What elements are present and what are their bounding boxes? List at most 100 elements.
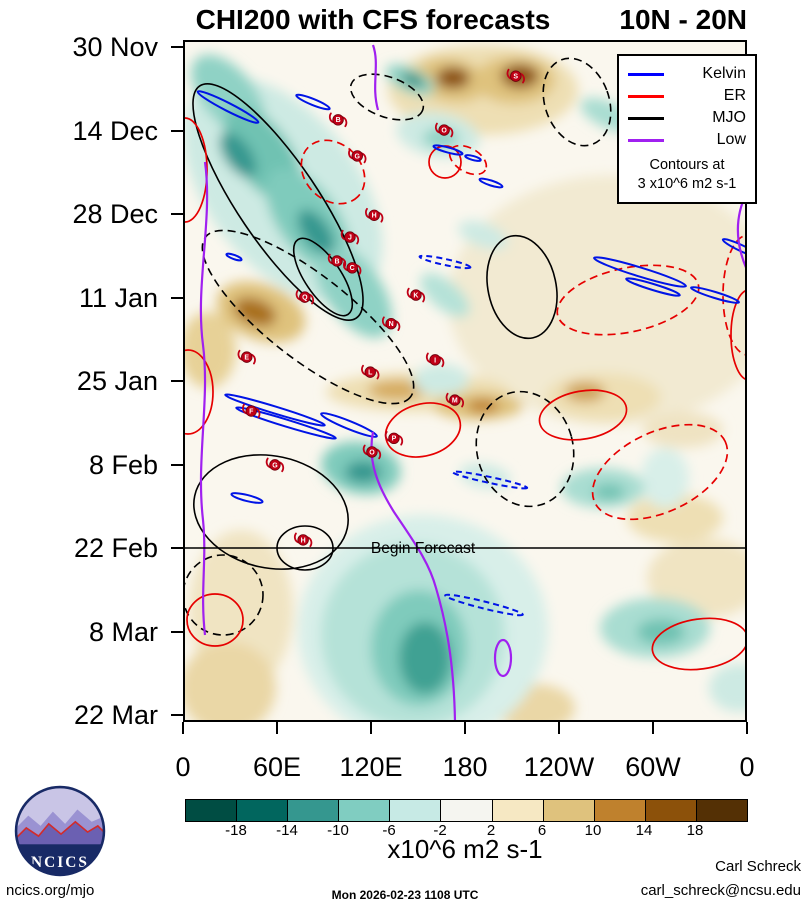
legend-entries: Kelvin ER MJO Low xyxy=(628,63,746,151)
colorbar-level-label: -18 xyxy=(225,822,247,839)
begin-forecast-label: Begin Forecast xyxy=(371,540,476,557)
svg-text:N: N xyxy=(389,321,394,328)
x-tick-label: 180 xyxy=(442,752,488,782)
svg-text:M: M xyxy=(452,397,458,404)
y-tick-mark xyxy=(171,129,183,132)
colorbar-title: x10^6 m2 s-1 xyxy=(387,834,543,864)
storm-marker: H xyxy=(365,207,384,223)
legend-entry: MJO xyxy=(628,107,746,129)
y-tick-label: 28 Dec xyxy=(72,199,158,229)
colorbar-segment xyxy=(593,800,645,821)
y-tick-mark xyxy=(171,547,183,549)
colorbar-level-label: 14 xyxy=(635,822,653,839)
storm-marker: J xyxy=(340,229,360,245)
storm-marker: G xyxy=(348,148,367,164)
y-tick-mark xyxy=(171,296,183,299)
storm-marker: Q xyxy=(295,289,315,305)
y-tick-label: 22 Feb xyxy=(73,533,158,563)
colorbar-level-label: 2 xyxy=(486,822,496,839)
colorbar xyxy=(185,799,748,822)
y-tick-label: 8 Mar xyxy=(88,616,158,647)
x-tick-mark xyxy=(370,722,372,734)
svg-text:E: E xyxy=(244,355,249,362)
legend-note-line: 3 x10^6 m2 s-1 xyxy=(637,176,737,192)
plot-border xyxy=(183,40,747,722)
svg-text:O: O xyxy=(369,449,375,456)
legend-label: Low xyxy=(716,131,746,148)
svg-text:S: S xyxy=(513,74,518,81)
colorbar-segment xyxy=(491,800,543,821)
legend-note: Contours at 3 x10^6 m2 s-1 xyxy=(628,156,746,194)
svg-text:P: P xyxy=(392,436,397,443)
colorbar-segment xyxy=(644,800,696,821)
y-tick-label: 11 Jan xyxy=(78,282,158,313)
storm-marker: B xyxy=(328,112,348,128)
svg-text:B: B xyxy=(336,117,341,124)
logo-ridge-line xyxy=(16,820,104,841)
colorbar-level-label: -10 xyxy=(327,822,349,839)
svg-text:I: I xyxy=(434,357,436,364)
y-tick-mark xyxy=(171,630,183,633)
legend-note-line: Contours at xyxy=(649,157,725,173)
storm-markers-layer: B S O G H J B C Q K N E I L M F P O G H xyxy=(237,68,525,548)
ncics-logo: NCICS xyxy=(14,785,106,882)
storm-marker: P xyxy=(384,430,404,446)
credit-email: carl_schreck@ncsu.edu xyxy=(640,882,801,899)
colorbar-level-label: 18 xyxy=(686,822,704,839)
x-tick-label: 60E xyxy=(252,752,302,782)
y-tick-label: 22 Mar xyxy=(73,700,158,730)
colorbar-segment xyxy=(338,800,390,821)
storm-marker: N xyxy=(381,316,401,332)
latitude-range-label: 10N - 20N xyxy=(619,4,747,35)
colorbar-segment xyxy=(287,800,339,821)
y-tick-mark xyxy=(171,463,183,466)
storm-marker: K xyxy=(406,287,426,303)
svg-text:K: K xyxy=(413,292,418,299)
legend-line-sample xyxy=(628,138,664,142)
legend-line-sample xyxy=(628,116,664,120)
chart-title: CHI200 with CFS forecasts xyxy=(195,4,551,35)
x-tick-mark xyxy=(276,722,278,734)
x-tick-label: 60W xyxy=(625,752,681,782)
colorbar-segment xyxy=(440,800,492,821)
site-link: ncics.org/mjo xyxy=(6,882,95,899)
colorbar-level-label: -14 xyxy=(276,822,298,839)
legend-entry: ER xyxy=(628,85,746,107)
storm-marker: S xyxy=(506,68,525,84)
x-tick-label: 120E xyxy=(339,752,403,782)
svg-text:H: H xyxy=(301,537,306,544)
svg-text:O: O xyxy=(441,127,447,134)
y-tick-label: 30 Nov xyxy=(72,32,158,62)
x-tick-label: 120W xyxy=(523,752,595,782)
colorbar-level-label: -2 xyxy=(433,822,447,839)
storm-marker: I xyxy=(425,352,445,368)
colorbar-segment xyxy=(186,800,237,821)
colorbar-segment xyxy=(389,800,441,821)
legend-line-sample xyxy=(628,94,664,98)
colorbar-segment xyxy=(542,800,594,821)
colorbar-segment xyxy=(236,800,288,821)
svg-text:F: F xyxy=(249,408,254,415)
svg-text:B: B xyxy=(334,258,339,265)
svg-text:H: H xyxy=(372,213,377,220)
storm-marker: M xyxy=(445,392,465,408)
svg-text:G: G xyxy=(272,462,278,469)
x-tick-label: 0 xyxy=(739,752,755,782)
storm-marker: O xyxy=(434,122,454,138)
svg-text:G: G xyxy=(355,153,361,160)
x-tick-mark xyxy=(464,722,466,734)
y-tick-mark xyxy=(171,714,183,716)
timestamp: Mon 2026-02-23 1108 UTC xyxy=(331,888,479,902)
legend-label: MJO xyxy=(712,109,746,126)
svg-text:L: L xyxy=(368,370,373,377)
storm-marker: E xyxy=(237,349,256,365)
y-tick-label: 8 Feb xyxy=(88,449,158,480)
x-tick-label: 0 xyxy=(175,752,191,782)
legend-box: Kelvin ER MJO Low Contours at 3 x10^6 m2 s-1 xyxy=(617,54,757,204)
legend-entry: Low xyxy=(628,129,746,151)
colorbar-level-label: 6 xyxy=(537,822,547,839)
y-tick-mark xyxy=(171,380,183,382)
credit-name: Carl Schreck xyxy=(715,858,801,875)
legend-entry: Kelvin xyxy=(628,63,746,85)
